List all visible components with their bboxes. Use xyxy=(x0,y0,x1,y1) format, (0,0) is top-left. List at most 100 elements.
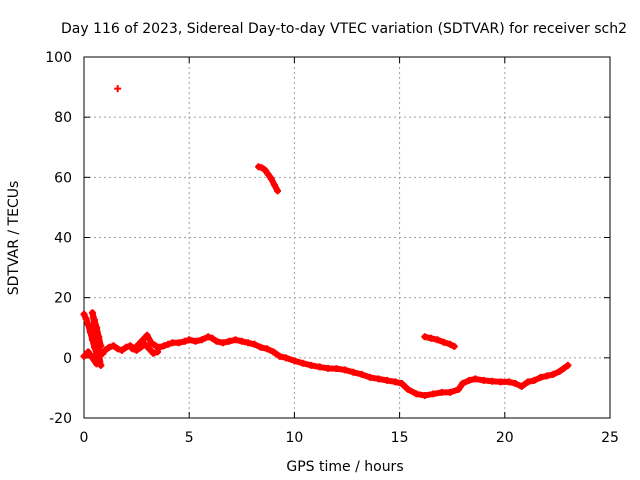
data-point xyxy=(122,343,130,351)
data-point xyxy=(471,375,479,383)
data-point xyxy=(488,377,496,385)
data-point xyxy=(204,333,212,341)
grid-lines xyxy=(84,57,610,418)
data-point xyxy=(412,390,420,398)
y-axis-label: SDTVAR / TECUs xyxy=(6,181,22,296)
x-tick-label: 10 xyxy=(285,430,303,446)
data-point xyxy=(366,373,374,381)
data-point xyxy=(556,367,564,375)
data-point xyxy=(219,339,227,347)
data-point xyxy=(181,337,189,345)
data-point xyxy=(152,342,160,350)
data-point xyxy=(543,372,551,380)
data-point xyxy=(270,181,278,189)
x-tick-label: 15 xyxy=(391,430,409,446)
x-axis-label: GPS time / hours xyxy=(286,459,403,475)
data-point xyxy=(128,345,136,353)
data-point xyxy=(264,170,272,178)
data-point xyxy=(450,342,458,350)
data-point xyxy=(95,355,103,363)
x-tick-label: 5 xyxy=(185,430,194,446)
data-point xyxy=(282,354,290,362)
y-tick-label: 80 xyxy=(54,110,72,126)
data-point xyxy=(375,375,383,383)
data-point xyxy=(497,378,505,386)
data-point xyxy=(274,187,282,195)
data-point xyxy=(225,337,233,345)
data-point xyxy=(537,373,545,381)
y-tick-label: -20 xyxy=(49,411,72,427)
data-point xyxy=(480,376,488,384)
data-point xyxy=(269,348,277,356)
data-point xyxy=(358,370,366,378)
data-point xyxy=(97,342,105,350)
y-tick-label: 20 xyxy=(54,291,72,307)
data-point xyxy=(147,339,155,347)
data-point xyxy=(276,352,284,360)
data-point xyxy=(383,376,391,384)
data-point xyxy=(231,336,239,344)
data-point xyxy=(97,361,105,369)
data-point xyxy=(263,345,271,353)
data-point xyxy=(421,391,429,399)
data-point xyxy=(316,363,324,371)
data-point xyxy=(299,359,307,367)
data-point xyxy=(505,378,513,386)
data-point xyxy=(88,336,96,344)
data-point xyxy=(149,349,157,357)
data-point xyxy=(465,376,473,384)
data-point xyxy=(440,338,448,346)
data-point xyxy=(267,175,275,183)
data-point xyxy=(192,337,200,345)
data-point xyxy=(101,346,109,354)
data-point xyxy=(530,376,538,384)
data-point xyxy=(427,334,435,342)
data-point xyxy=(82,315,90,323)
data-point xyxy=(213,337,221,345)
data-point xyxy=(105,343,113,351)
data-point xyxy=(290,357,298,365)
data-point xyxy=(160,342,168,350)
data-point xyxy=(198,336,206,344)
y-tick-label: 100 xyxy=(45,50,72,66)
data-point xyxy=(391,378,399,386)
data-point xyxy=(250,340,258,348)
data-point xyxy=(349,368,357,376)
data-point xyxy=(175,339,183,347)
data-point xyxy=(404,385,412,393)
data-point xyxy=(446,388,454,396)
data-point xyxy=(459,379,467,387)
data-point xyxy=(307,361,315,369)
data-point xyxy=(511,379,519,387)
data-point xyxy=(118,346,126,354)
data-point xyxy=(93,349,101,357)
data-point xyxy=(429,390,437,398)
data-point xyxy=(257,343,265,351)
axis-ticks: 0 5 10 15 20 25 -20 0 20 40 60 80 100 xyxy=(45,50,619,446)
data-point xyxy=(208,334,216,342)
data-point xyxy=(93,324,101,332)
x-tick-label: 25 xyxy=(601,430,619,446)
data-point xyxy=(156,343,164,351)
data-point xyxy=(560,364,568,372)
x-tick-label: 0 xyxy=(80,430,89,446)
data-point xyxy=(438,388,446,396)
data-point xyxy=(88,309,96,317)
chart-title: Day 116 of 2023, Sidereal Day-to-day VTE… xyxy=(61,21,627,37)
data-point xyxy=(143,331,151,339)
data-point xyxy=(84,321,92,329)
data-point xyxy=(244,339,252,347)
plot-frame xyxy=(83,56,611,419)
data-point xyxy=(421,333,429,341)
data-point xyxy=(154,348,162,356)
data-point xyxy=(109,342,117,350)
data-point xyxy=(86,328,94,336)
data-point xyxy=(564,361,572,369)
data-point xyxy=(332,365,340,373)
data-points xyxy=(80,85,572,399)
data-point xyxy=(524,378,532,386)
data-point xyxy=(91,316,99,324)
data-point xyxy=(91,343,99,351)
data-point xyxy=(433,336,441,344)
